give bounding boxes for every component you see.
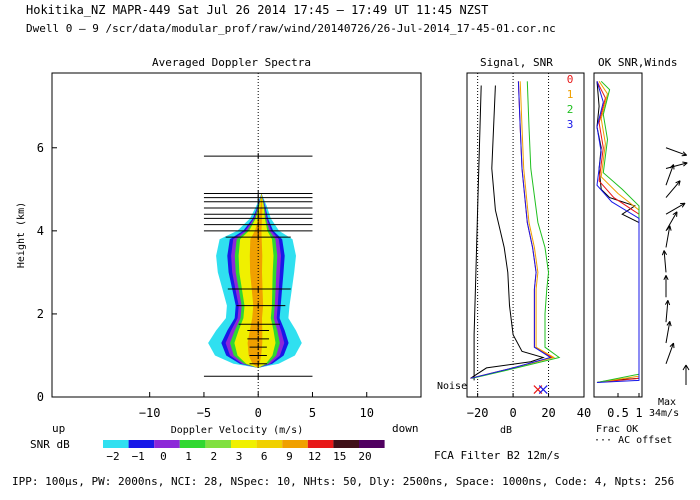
ok-series-frac_ok: [596, 81, 640, 383]
wind-arrowhead-7: [680, 202, 686, 208]
colorbar-level-5: 3: [236, 450, 243, 463]
spectra-xtick-label-3: 5: [309, 406, 316, 420]
signal-series-noise: [473, 85, 482, 381]
signal-xlabel: dB: [500, 425, 512, 436]
signal-xtick-label-3: 40: [577, 406, 591, 420]
signal-legend-0: 0: [567, 73, 574, 86]
wind-arrow-9: [665, 164, 674, 186]
colorbar-swatch-0: [103, 440, 129, 448]
max-wind-arrowhead: [682, 364, 690, 371]
wind-arrow-8: [665, 180, 681, 198]
spectra-ytick-label-2: 4: [37, 224, 44, 238]
signal-series-signal: [470, 85, 545, 379]
wind-arrowhead-4: [661, 250, 668, 256]
fca-filter: FCA Filter B2 12m/s: [434, 449, 560, 462]
colorbar-swatch-4: [205, 440, 231, 448]
colorbar-level-6: 6: [261, 450, 268, 463]
wind-arrowhead-8: [675, 180, 681, 186]
wind-arrowhead-11: [681, 151, 688, 157]
snr-db-label: SNR dB: [30, 438, 70, 451]
spectra-title: Averaged Doppler Spectra: [152, 56, 311, 69]
spectra-xtick-label-2: 0: [255, 406, 262, 420]
colorbar-swatch-2: [154, 440, 180, 448]
signal-xtick-label-0: −20: [467, 406, 489, 420]
frac-ok-label: Frac OK: [596, 424, 639, 435]
wind-arrowhead-6: [672, 211, 678, 217]
colorbar-level-10: 20: [358, 450, 371, 463]
signal-series-snr_2: [472, 81, 561, 379]
wind-arrow-6: [665, 211, 678, 232]
spectra-ylabel: Height (km): [16, 202, 27, 268]
wind-arrowhead-1: [666, 321, 672, 327]
colorbar-swatch-1: [128, 440, 155, 448]
colorbar-level-3: 1: [185, 450, 192, 463]
colorbar-level-9: 15: [333, 450, 346, 463]
signal-legend-1: 1: [567, 88, 574, 101]
ok-xtick-label-1: 1: [635, 406, 642, 420]
wind-arrow-5: [665, 225, 671, 248]
colorbar-swatch-3: [179, 440, 206, 448]
signal-series-snr_1: [470, 81, 556, 379]
wind-arrow-4: [663, 250, 667, 273]
wind-arrow-11: [665, 147, 687, 156]
wind-arrowhead-10: [682, 161, 688, 167]
signal-xtick-label-1: 0: [509, 406, 516, 420]
colorbar-swatch-6: [256, 440, 283, 448]
title-line: Hokitika_NZ MAPR-449 Sat Jul 26 2014 17:…: [26, 3, 489, 17]
wind-arrow-1: [665, 321, 671, 344]
spectra-ytick-label-0: 0: [37, 390, 44, 404]
wind-arrow-10: [665, 162, 688, 170]
spectra-xtick-label-4: 10: [360, 406, 374, 420]
wind-arrowhead-2: [664, 300, 671, 306]
colorbar-level-7: 9: [286, 450, 293, 463]
ac-offset-label: ··· AC offset: [594, 435, 673, 446]
down-label: down: [392, 422, 419, 435]
colorbar-swatch-10: [359, 440, 385, 448]
colorbar-swatch-8: [307, 440, 334, 448]
ok-series-snr_ok_0: [596, 81, 640, 383]
wind-arrow-7: [665, 202, 686, 215]
max-value: 34m/s: [649, 408, 680, 419]
ok-series-snr_ok_2: [596, 80, 640, 383]
file-path-line: Dwell 0 — 9 /scr/data/modular_prof/raw/w…: [26, 22, 556, 35]
noise-label: Noise: [437, 381, 468, 392]
wind-arrowhead-0: [669, 342, 675, 349]
signal-marker-1: [538, 385, 548, 394]
spectra-xtick-label-0: −10: [139, 406, 161, 420]
colorbar-level-2: 0: [160, 450, 167, 463]
ok-series-snr_ok_1: [596, 81, 640, 383]
param-line: IPP: 100μs, PW: 2000ns, NCI: 28, NSpec: …: [12, 475, 675, 488]
spectra-ytick-label-1: 2: [37, 307, 44, 321]
colorbar-swatch-7: [282, 440, 308, 448]
colorbar-level-4: 2: [210, 450, 217, 463]
up-label: up: [52, 422, 66, 435]
spectra-xtick-label-1: −5: [197, 406, 211, 420]
spectra-xlabel: Doppler Velocity (m/s): [171, 425, 303, 436]
signal-legend-3: 3: [567, 118, 574, 131]
ok-series-snr_ok_3: [596, 81, 640, 383]
ok-xtick-label-0: 0.5: [607, 406, 629, 420]
ok-winds-title: OK SNR,Winds: [598, 56, 678, 69]
signal-series-snr_3: [470, 81, 552, 379]
colorbar-level-1: −1: [132, 450, 145, 463]
signal-xtick-label-2: 20: [541, 406, 555, 420]
wind-arrow-0: [665, 342, 674, 364]
signal-plot-frame: [466, 72, 585, 398]
signal-legend-2: 2: [567, 103, 574, 116]
wind-arrowhead-3: [663, 275, 669, 281]
signal-title: Signal, SNR: [480, 56, 553, 69]
spectra-plot-frame: [51, 72, 422, 398]
max-label: Max: [658, 397, 677, 408]
colorbar-level-8: 12: [308, 450, 321, 463]
wind-arrow-2: [665, 300, 669, 323]
colorbar-swatch-5: [231, 440, 257, 448]
spectra-ytick-label-3: 6: [37, 141, 44, 155]
colorbar-swatch-9: [333, 440, 359, 448]
colorbar-level-0: −2: [106, 450, 119, 463]
